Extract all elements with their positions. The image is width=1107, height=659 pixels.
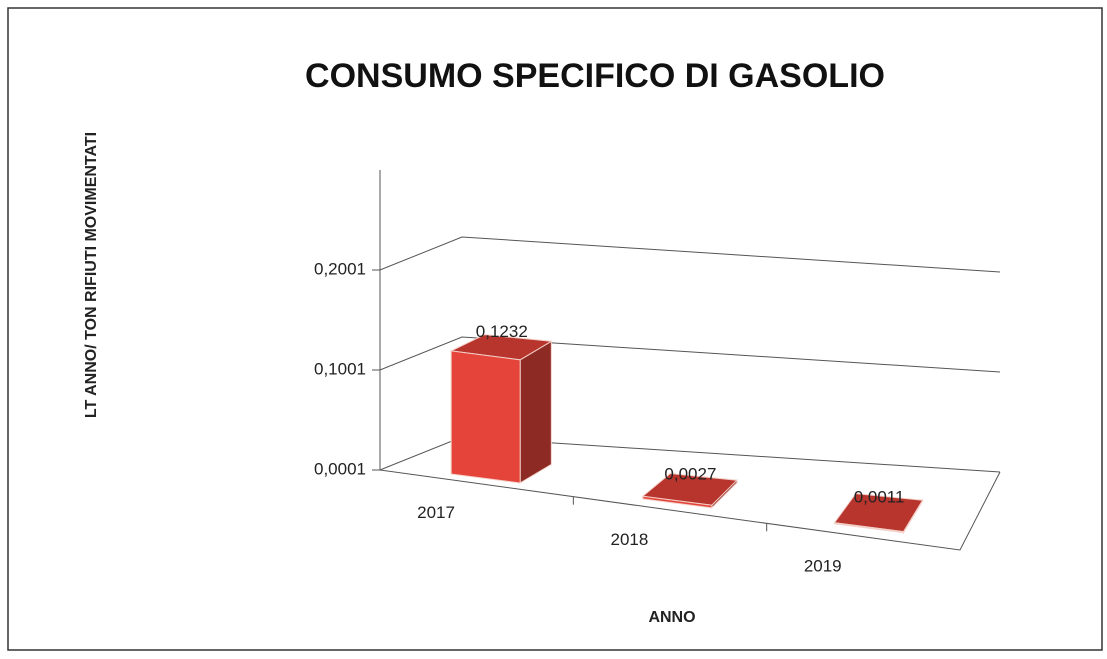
bar-face xyxy=(642,495,713,509)
grid-line xyxy=(379,336,1001,373)
y-tick-label: 0,0001 xyxy=(314,459,366,478)
value-label: 0,1232 xyxy=(476,322,528,341)
y-axis-title: LT ANNO/ TON RIFIUTI MOVIMENTATI xyxy=(83,132,100,418)
bar-face xyxy=(519,340,552,484)
bar xyxy=(449,334,553,484)
y-tick-label: 0,2001 xyxy=(314,259,366,278)
chart-border xyxy=(7,7,1103,651)
grid-line xyxy=(379,236,1001,273)
value-label: 0,0011 xyxy=(854,488,905,507)
x-tick-label: 2018 xyxy=(610,530,648,549)
bar xyxy=(641,473,739,510)
bar-face xyxy=(833,522,904,534)
bar-face xyxy=(450,350,521,484)
y-tick-label: 0,1001 xyxy=(314,359,366,378)
chart-title: CONSUMO SPECIFICO DI GASOLIO xyxy=(305,57,885,95)
x-tick-label: 2017 xyxy=(417,503,455,522)
bar xyxy=(833,493,924,535)
x-tick-label: 2019 xyxy=(804,557,842,576)
x-axis-title: ANNO xyxy=(648,609,695,626)
value-label: 0,0027 xyxy=(664,464,716,483)
